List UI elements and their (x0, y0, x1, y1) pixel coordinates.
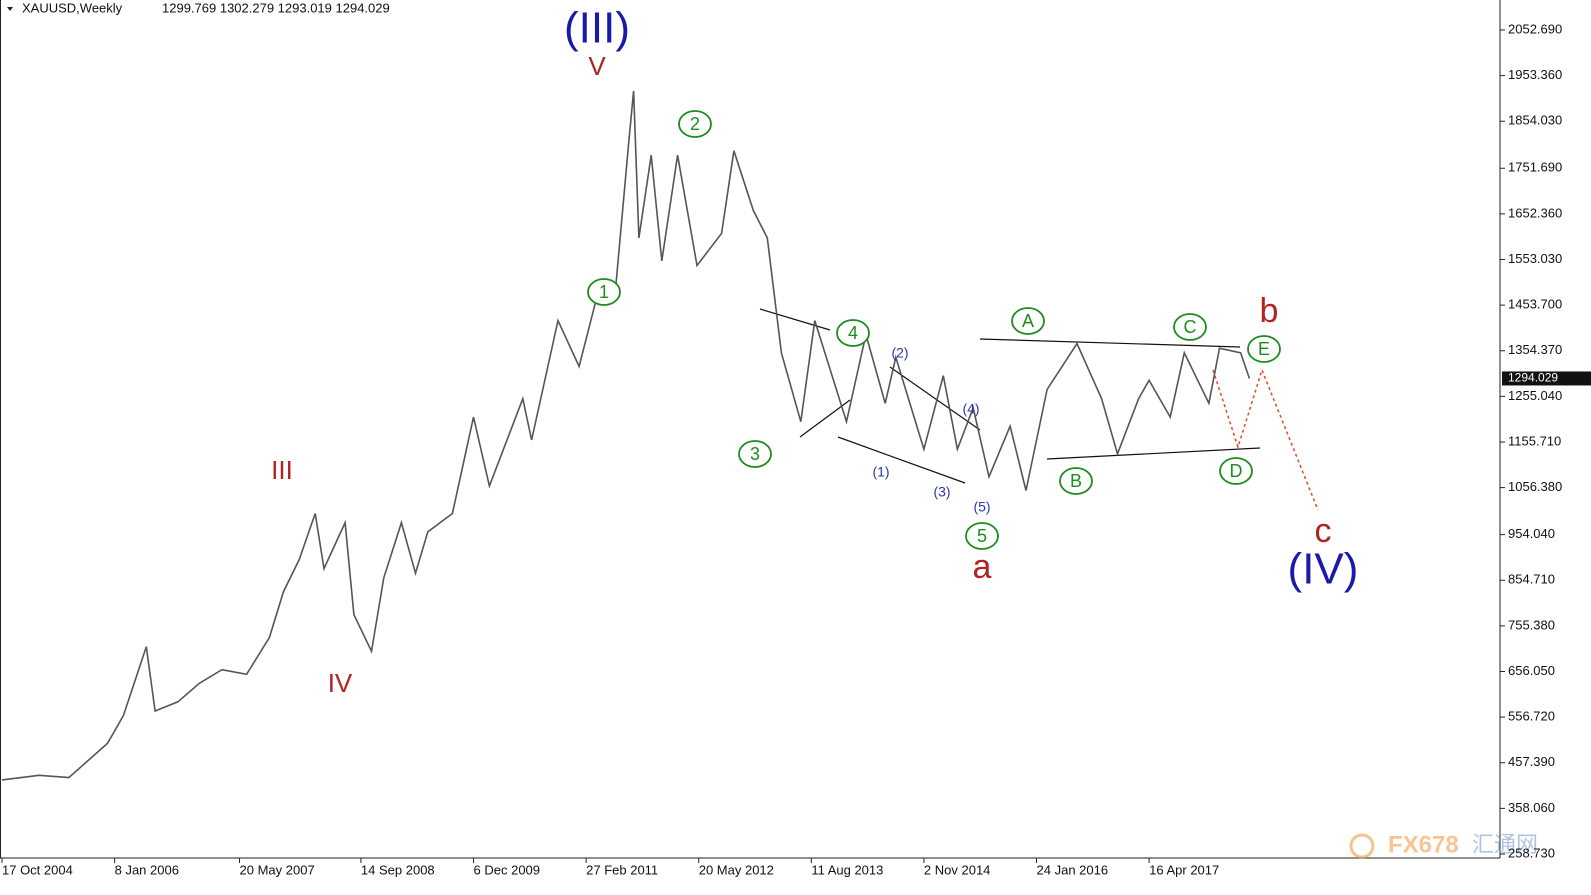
y-tick-label: 1056.380 (1508, 479, 1562, 494)
watermark: 汇通网 (1472, 832, 1538, 857)
x-tick-label: 6 Dec 2009 (474, 862, 541, 877)
wave-label: 5 (977, 526, 987, 546)
wave-label: (III) (564, 4, 630, 53)
y-tick-label: 854.710 (1508, 572, 1555, 587)
wave-label: b (1260, 292, 1279, 330)
wave-label: a (973, 548, 992, 586)
x-tick-label: 24 Jan 2016 (1037, 862, 1109, 877)
y-tick-label: 1354.370 (1508, 342, 1562, 357)
wave-circle (587, 278, 621, 306)
x-tick-label: 17 Oct 2004 (2, 862, 73, 877)
last-price-box (1502, 371, 1591, 386)
y-tick-label: 457.390 (1508, 754, 1555, 769)
wave-label: E (1258, 339, 1270, 359)
wave-circle (1059, 467, 1093, 495)
ohlc-values: 1299.769 1302.279 1293.019 1294.029 (162, 0, 390, 15)
y-tick-label: 1751.690 (1508, 160, 1562, 175)
wave-circle (738, 440, 772, 468)
x-tick-label: 20 May 2012 (699, 862, 774, 877)
menu-arrow (7, 7, 13, 11)
y-tick-label: 1453.700 (1508, 297, 1562, 312)
y-tick-label: 656.050 (1508, 663, 1555, 678)
wave-label: III (271, 455, 293, 485)
wave-label: 2 (690, 114, 700, 134)
y-tick-label: 2052.690 (1508, 21, 1562, 36)
y-tick-label: 1553.030 (1508, 251, 1562, 266)
wave-circle (965, 522, 999, 550)
wave-label: (5) (973, 499, 990, 515)
wave-label: 1 (599, 282, 609, 302)
wave-label: 4 (848, 323, 858, 343)
trendlines (759, 308, 1261, 484)
price-line (1, 90, 1251, 781)
wave-label: 3 (750, 444, 760, 464)
x-tick-label: 27 Feb 2011 (586, 862, 658, 877)
wave-label: (IV) (1288, 545, 1359, 594)
y-tick-label: 755.380 (1508, 617, 1555, 632)
wave-circle (1173, 313, 1207, 341)
last-price-label: 1294.029 (1508, 371, 1558, 385)
wave-label: (3) (933, 484, 950, 500)
x-tick-label: 14 Sep 2008 (361, 862, 435, 877)
y-tick-label: 954.040 (1508, 526, 1555, 541)
x-tick-label: 8 Jan 2006 (115, 862, 179, 877)
y-tick-label: 1953.360 (1508, 67, 1562, 82)
y-tick-label: 1155.710 (1508, 433, 1561, 448)
wave-label: c (1315, 512, 1332, 550)
y-tick-label: 1854.030 (1508, 113, 1562, 128)
wave-label: (4) (962, 401, 979, 417)
watermark: FX678 (1388, 831, 1459, 858)
x-tick-label: 16 Apr 2017 (1149, 862, 1219, 877)
wave-label: V (588, 51, 606, 81)
chart-title: XAUUSD,Weekly (22, 0, 123, 15)
y-tick-label: 556.720 (1508, 709, 1555, 724)
y-tick-label: 1652.360 (1508, 205, 1562, 220)
wave-label: B (1070, 471, 1082, 491)
x-tick-label: 20 May 2007 (240, 862, 315, 877)
wave-circle (1011, 307, 1045, 335)
projection (1212, 367, 1319, 511)
wave-circle (678, 110, 712, 138)
y-tick-label: 358.060 (1508, 800, 1555, 815)
wave-label: C (1184, 317, 1197, 337)
wave-label: (1) (872, 464, 889, 480)
wave-circle (836, 319, 870, 347)
x-tick-label: 2 Nov 2014 (924, 862, 991, 877)
y-tick-label: 258.730 (1508, 845, 1555, 860)
wave-label: (2) (891, 345, 908, 361)
wave-label: D (1230, 461, 1243, 481)
wave-label: IV (328, 668, 353, 698)
y-tick-label: 1255.040 (1508, 388, 1562, 403)
watermark-logo (1349, 833, 1375, 859)
x-tick-label: 11 Aug 2013 (811, 862, 883, 877)
wave-label: A (1022, 311, 1034, 331)
wave-circle (1247, 335, 1281, 363)
wave-circle (1219, 457, 1253, 485)
